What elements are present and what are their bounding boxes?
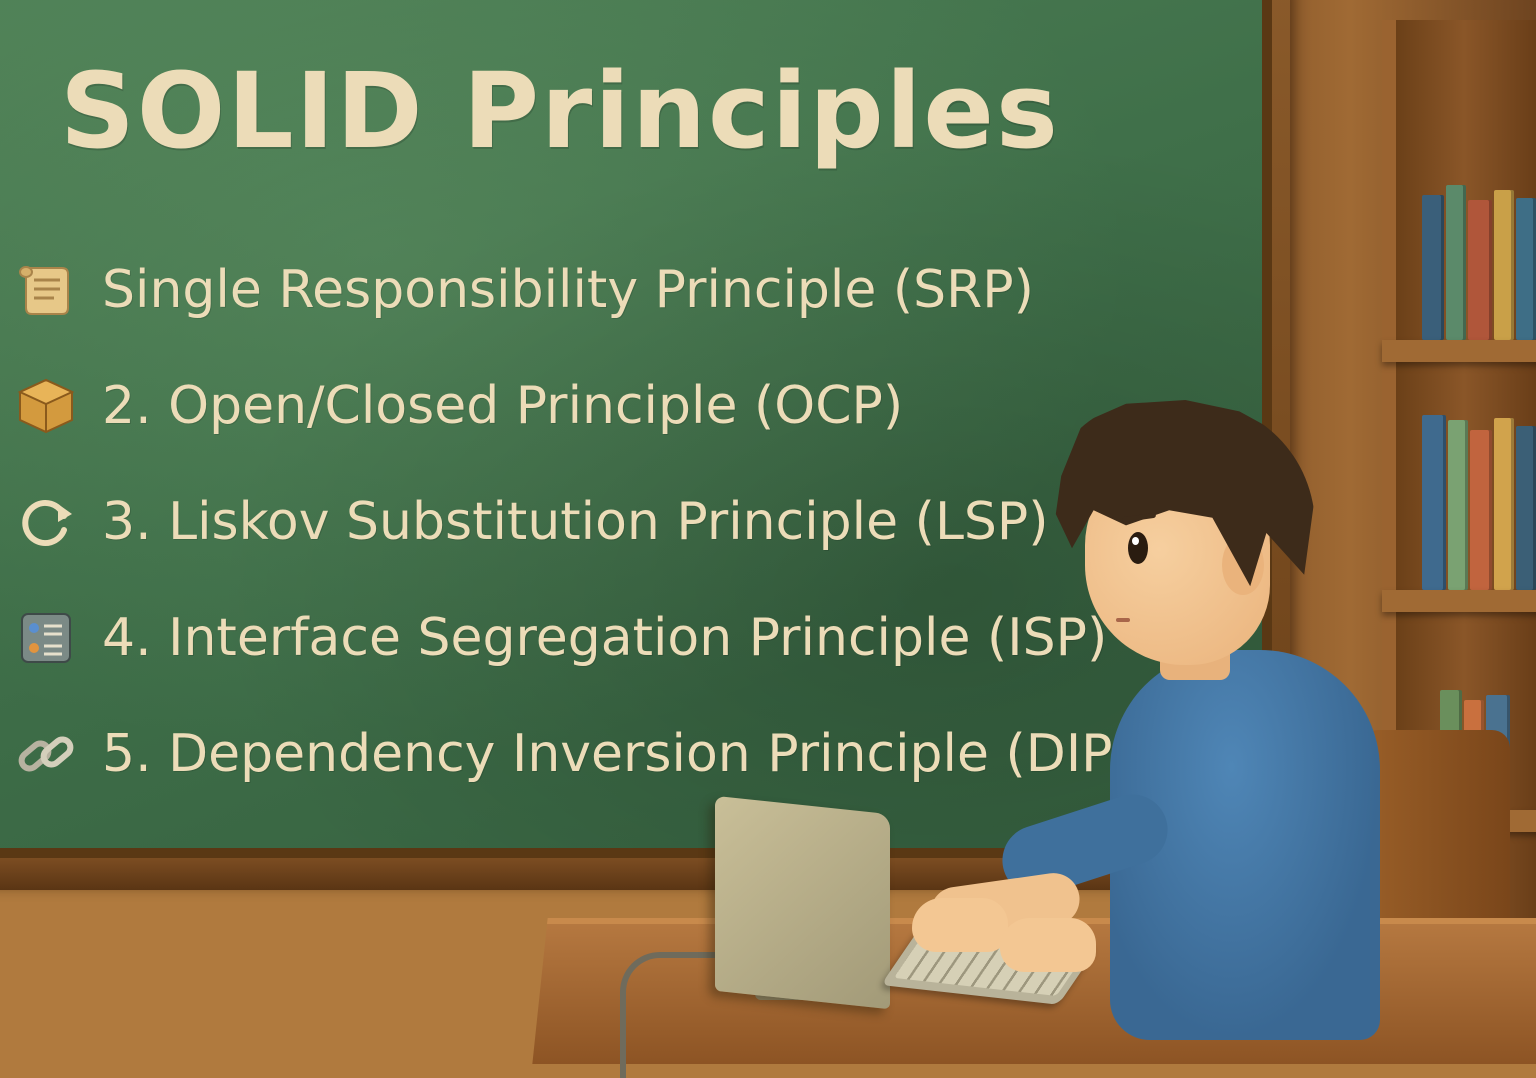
- student-hand: [1000, 918, 1096, 972]
- bookshelf-shelf: [1382, 340, 1536, 362]
- book: [1494, 190, 1514, 340]
- refresh-arrow-icon: [12, 488, 80, 556]
- principles-list: Single Responsibility Principle (SRP) 2.…: [12, 232, 1252, 812]
- book: [1468, 200, 1492, 340]
- principle-item-srp: Single Responsibility Principle (SRP): [12, 232, 1252, 348]
- principle-label: 2. Open/Closed Principle (OCP): [102, 376, 904, 436]
- principle-item-ocp: 2. Open/Closed Principle (OCP): [12, 348, 1252, 464]
- book: [1516, 198, 1536, 340]
- book: [1494, 418, 1514, 590]
- principle-label: 4. Interface Segregation Principle (ISP): [102, 608, 1108, 668]
- student-eye: [1128, 532, 1148, 564]
- board-title: SOLID Principles: [60, 50, 1060, 172]
- bookshelf-shelf: [1382, 590, 1536, 612]
- book: [1448, 420, 1468, 590]
- computer-monitor: [715, 795, 890, 1010]
- principle-item-isp: 4. Interface Segregation Principle (ISP): [12, 580, 1252, 696]
- computer-cable: [620, 952, 776, 1078]
- book: [1422, 415, 1446, 590]
- interface-panel-icon: [12, 604, 80, 672]
- student-hand: [912, 898, 1008, 952]
- principle-label: 5. Dependency Inversion Principle (DIP): [102, 724, 1133, 784]
- principle-label: Single Responsibility Principle (SRP): [102, 260, 1034, 320]
- chalkboard: SOLID Principles Single Responsibility P…: [0, 0, 1272, 858]
- principle-item-dip: 5. Dependency Inversion Principle (DIP): [12, 696, 1252, 812]
- scroll-icon: [12, 256, 80, 324]
- book: [1446, 185, 1466, 340]
- principle-label: 3. Liskov Substitution Principle (LSP): [102, 492, 1049, 552]
- book: [1422, 195, 1444, 340]
- book: [1470, 430, 1492, 590]
- box-icon: [12, 372, 80, 440]
- principle-item-lsp: 3. Liskov Substitution Principle (LSP): [12, 464, 1252, 580]
- book: [1516, 426, 1536, 590]
- chain-link-icon: [12, 720, 80, 788]
- classroom-scene: SOLID Principles Single Responsibility P…: [0, 0, 1536, 1024]
- student-mouth: [1116, 618, 1130, 622]
